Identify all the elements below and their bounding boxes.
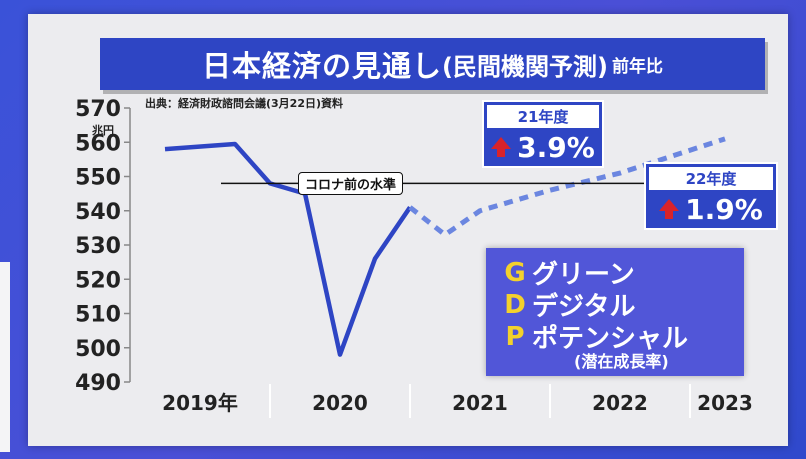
gdp-letter: D [504, 289, 526, 320]
callout-22: 22年度 1.9% [644, 162, 778, 230]
title-bar: 日本経済の見通し (民間機関予測) 前年比 [100, 38, 765, 90]
callout-value-row: 3.9% [484, 128, 602, 166]
gdp-row-p: P ポテンシャル [498, 318, 688, 355]
reference-label: コロナ前の水準 [298, 172, 404, 196]
gdp-row-g: G グリーン [498, 254, 635, 291]
gdp-letter: G [504, 257, 526, 288]
callout-value: 3.9% [517, 130, 595, 164]
callout-value: 1.9% [685, 192, 763, 226]
title-suffix: 前年比 [611, 56, 663, 77]
callout-value-row: 1.9% [646, 190, 776, 228]
callout-year: 22年度 [649, 167, 773, 190]
gdp-word: デジタル [532, 292, 636, 322]
gdp-box: G グリーン D デジタル P ポテンシャル (潜在成長率) [486, 248, 744, 376]
up-arrow-icon [491, 137, 512, 157]
source-note: 出典：経済財政諮問会議(3月22日)資料 [145, 97, 344, 110]
page-subtitle: (民間機関予測) [442, 52, 608, 81]
page-title: 日本経済の見通し [202, 49, 443, 83]
callout-year: 21年度 [487, 105, 599, 128]
gdp-word: グリーン [532, 260, 635, 290]
left-edge-strip [0, 262, 10, 452]
up-arrow-icon [659, 199, 680, 219]
callout-21: 21年度 3.9% [482, 100, 604, 168]
gdp-row-d: D デジタル [498, 286, 635, 323]
gdp-word: ポテンシャル [532, 324, 689, 354]
gdp-letter: P [505, 321, 525, 352]
gdp-note: (潜在成長率) [574, 352, 669, 371]
